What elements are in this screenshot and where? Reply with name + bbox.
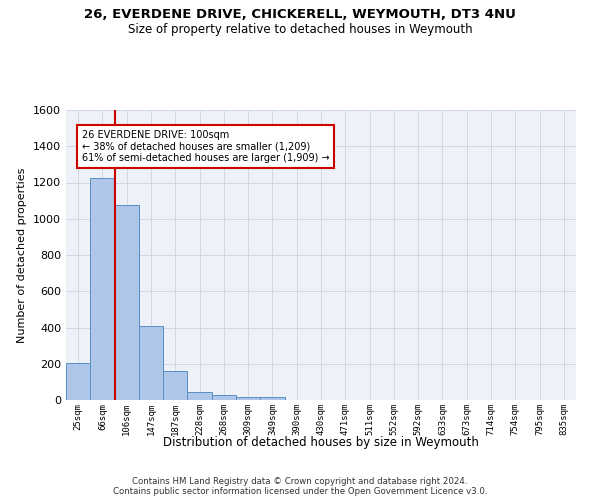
Text: Distribution of detached houses by size in Weymouth: Distribution of detached houses by size … xyxy=(163,436,479,449)
Text: Contains public sector information licensed under the Open Government Licence v3: Contains public sector information licen… xyxy=(113,486,487,496)
Bar xyxy=(139,326,163,400)
Text: Contains HM Land Registry data © Crown copyright and database right 2024.: Contains HM Land Registry data © Crown c… xyxy=(132,476,468,486)
Bar xyxy=(90,178,115,400)
Y-axis label: Number of detached properties: Number of detached properties xyxy=(17,168,28,342)
Bar xyxy=(212,395,236,400)
Bar xyxy=(66,363,90,400)
Text: Size of property relative to detached houses in Weymouth: Size of property relative to detached ho… xyxy=(128,22,472,36)
Text: 26, EVERDENE DRIVE, CHICKERELL, WEYMOUTH, DT3 4NU: 26, EVERDENE DRIVE, CHICKERELL, WEYMOUTH… xyxy=(84,8,516,20)
Bar xyxy=(236,396,260,400)
Bar xyxy=(163,371,187,400)
Text: 26 EVERDENE DRIVE: 100sqm
← 38% of detached houses are smaller (1,209)
61% of se: 26 EVERDENE DRIVE: 100sqm ← 38% of detac… xyxy=(82,130,329,163)
Bar xyxy=(187,392,212,400)
Bar xyxy=(115,205,139,400)
Bar xyxy=(260,398,284,400)
